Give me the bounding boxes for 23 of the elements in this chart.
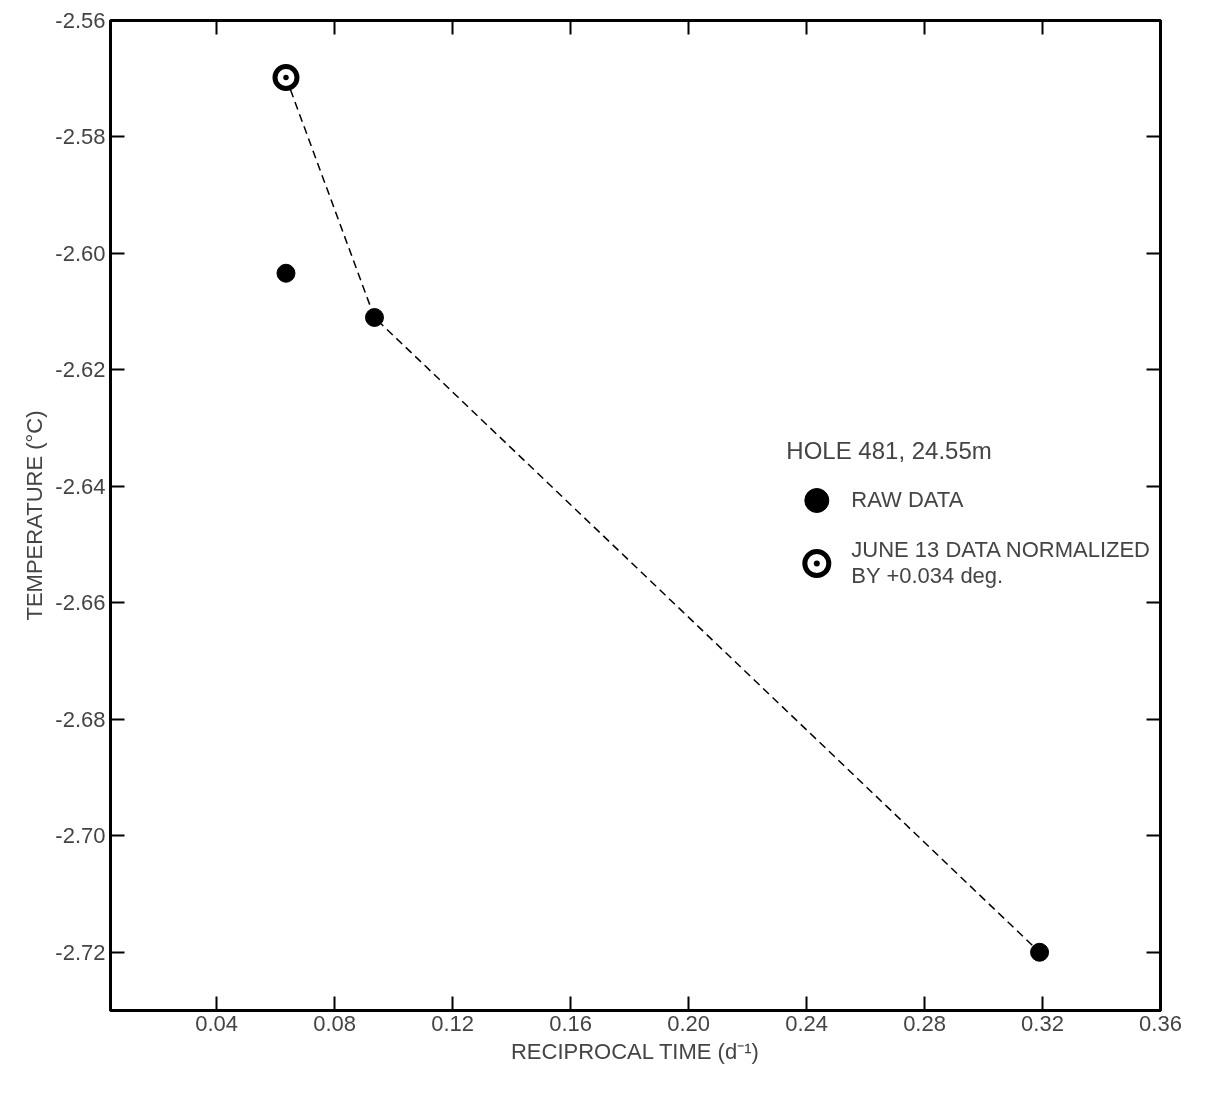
x-tick-label: 0.12 <box>431 1010 475 1036</box>
x-tick-label: 0.04 <box>195 1010 239 1036</box>
y-tick-label: -2.66 <box>55 590 106 616</box>
y-tick-label: -2.62 <box>55 357 106 383</box>
y-tick-label: -2.72 <box>55 939 106 965</box>
x-tick-label: 0.32 <box>1021 1010 1064 1036</box>
y-tick-label: -2.68 <box>55 706 106 732</box>
legend-title: HOLE 481, 24.55m <box>786 437 993 465</box>
y-tick-label: -2.60 <box>55 240 106 266</box>
y-tick-label: -2.64 <box>55 473 106 499</box>
x-tick-label: 0.36 <box>1139 1010 1182 1036</box>
y-axis-title: TEMPERATURE (°C) <box>22 410 48 621</box>
x-tick-label: 0.28 <box>903 1010 946 1036</box>
x-tick-label: 0.16 <box>549 1010 593 1036</box>
x-tick-label: 0.08 <box>313 1010 357 1036</box>
legend-label: RAW DATA <box>851 487 964 513</box>
x-tick-label: 0.24 <box>785 1010 828 1036</box>
y-tick-label: -2.56 <box>55 8 106 33</box>
x-tick-label: 0.20 <box>667 1010 711 1036</box>
y-tick-label: -2.58 <box>55 124 106 150</box>
legend-label: JUNE 13 DATA NORMALIZED BY +0.034 deg. <box>851 537 1150 589</box>
y-tick-label: -2.70 <box>55 823 106 849</box>
x-axis-title: RECIPROCAL TIME (d⁻¹) <box>510 1038 759 1064</box>
